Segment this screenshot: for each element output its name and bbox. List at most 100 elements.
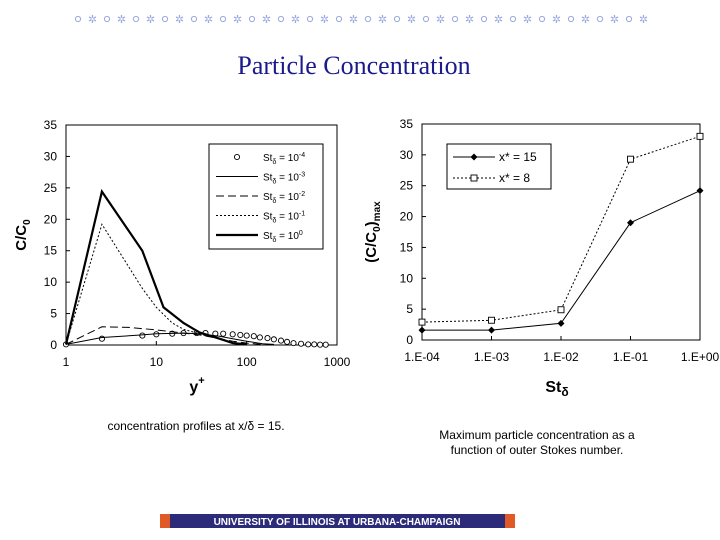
- deco-circle: [393, 15, 401, 23]
- deco-star: ✲: [262, 14, 271, 26]
- y-label-sub2-right: max: [372, 201, 383, 221]
- data-point-circle: [290, 340, 297, 347]
- y-tick-label: 25: [400, 179, 414, 193]
- footer-text: UNIVERSITY OF ILLINOIS AT URBANA-CHAMPAI…: [214, 517, 461, 528]
- y-label-sub: 0: [22, 219, 33, 225]
- data-point-circle: [220, 330, 227, 337]
- data-point-circle: [250, 333, 257, 340]
- legend-label-sup: -1: [299, 211, 305, 218]
- x-label-sup: +: [198, 375, 204, 387]
- x-tick-label: 1.E-01: [613, 350, 649, 364]
- data-point-circle: [284, 338, 291, 345]
- data-point-circle: [270, 336, 277, 343]
- y-label-main-right: (C/C: [363, 232, 380, 263]
- deco-star: ✲: [320, 14, 329, 26]
- legend-marker-diamond: [470, 153, 478, 161]
- left-caption: concentration profiles at x/δ = 15.: [107, 419, 284, 433]
- y-tick-label: 30: [400, 148, 414, 162]
- decorative-top-band: ✲ ✲ ✲ ✲ ✲ ✲ ✲ ✲ ✲ ✲ ✲ ✲ ✲ ✲ ✲ ✲ ✲ ✲ ✲ ✲: [74, 14, 648, 26]
- x-tick-label: 1.E-04: [404, 350, 440, 364]
- deco-circle: [248, 15, 256, 23]
- data-point-circle: [237, 331, 244, 338]
- data-point-diamond: [418, 326, 426, 334]
- legend-label-sub: δ: [272, 218, 276, 225]
- legend-label-sub: δ: [272, 159, 276, 166]
- slide-title: Particle Concentration: [237, 51, 470, 80]
- y-tick-label: 30: [44, 149, 58, 163]
- deco-star: ✲: [610, 14, 619, 26]
- deco-star: ✲: [88, 14, 97, 26]
- y-label-mid-right: ): [363, 221, 380, 226]
- data-point-diamond: [696, 187, 704, 195]
- deco-star: ✲: [552, 14, 561, 26]
- right-caption-line2: function of outer Stokes number.: [451, 443, 624, 457]
- data-point-circle: [322, 341, 329, 348]
- data-point-circle: [243, 332, 250, 339]
- legend-label: x* = 8: [499, 171, 530, 185]
- footer-accent-right: [505, 514, 515, 528]
- deco-star: ✲: [523, 14, 532, 26]
- data-point-circle: [311, 341, 318, 348]
- legend-label-main: St: [263, 173, 273, 184]
- deco-circle: [103, 15, 111, 23]
- y-axis-left: 0 5 10 15 20 25 30 35: [44, 118, 70, 352]
- legend-label-suffix: = 10: [276, 192, 299, 203]
- deco-star: ✲: [233, 14, 242, 26]
- y-axis-label-left: C/C0: [13, 219, 33, 251]
- legend-label-main: St: [263, 192, 273, 203]
- data-point-circle: [317, 341, 324, 348]
- deco-circle: [509, 15, 517, 23]
- data-point-circle: [277, 337, 285, 344]
- y-tick-label: 5: [406, 302, 413, 316]
- deco-circle: [74, 15, 82, 23]
- x-tick-label: 1: [63, 355, 70, 369]
- y-tick-label: 35: [400, 117, 414, 131]
- legend-label-sup: 0: [299, 230, 303, 237]
- data-point-square: [696, 132, 704, 140]
- data-point-diamond: [627, 219, 634, 227]
- y-label-sub-right: 0: [372, 226, 383, 232]
- x-axis-right: 1.E-04 1.E-03 1.E-02 1.E-01 1.E+00: [404, 336, 720, 364]
- legend-label-sup: -3: [299, 172, 305, 179]
- legend-label-main: St: [263, 212, 273, 223]
- legend-label-sub: δ: [272, 198, 276, 205]
- deco-circle: [596, 15, 604, 23]
- deco-star: ✲: [436, 14, 445, 26]
- deco-circle: [277, 15, 285, 23]
- footer-accent-left: [160, 514, 170, 528]
- deco-star: ✲: [407, 14, 416, 26]
- y-tick-label: 15: [400, 240, 414, 254]
- plot-area-left: [65, 124, 338, 346]
- data-point-diamond: [488, 326, 495, 334]
- series-line-thick: [64, 188, 247, 346]
- deco-star: ✲: [175, 14, 184, 26]
- legend-label: Stδ = 10-2: [263, 191, 305, 205]
- legend-label: Stδ = 100: [263, 230, 303, 244]
- deco-circle: [451, 15, 459, 23]
- y-tick-label: 5: [50, 307, 57, 321]
- y-tick-label: 10: [400, 271, 414, 285]
- deco-circle: [132, 15, 140, 23]
- deco-circle: [422, 15, 430, 23]
- deco-star: ✲: [349, 14, 358, 26]
- deco-star: ✲: [494, 14, 503, 26]
- data-point-square: [488, 316, 495, 324]
- y-axis-label-right: (C/C0)max: [363, 201, 383, 263]
- footer-band: [170, 514, 505, 528]
- deco-star: ✲: [291, 14, 300, 26]
- legend-label-main: St: [263, 231, 273, 242]
- data-point-diamond: [557, 319, 565, 327]
- x-label-main-right: St: [545, 379, 562, 396]
- legend-box-right: [446, 143, 552, 190]
- legend-label-main: St: [263, 153, 273, 164]
- x-tick-label: 1.E+00: [681, 350, 720, 364]
- legend-label-suffix: = 10: [276, 153, 299, 164]
- deco-star: ✲: [378, 14, 387, 26]
- x-axis-label-right: Stδ: [545, 379, 568, 399]
- y-tick-label: 10: [44, 275, 58, 289]
- data-point-circle: [305, 341, 312, 348]
